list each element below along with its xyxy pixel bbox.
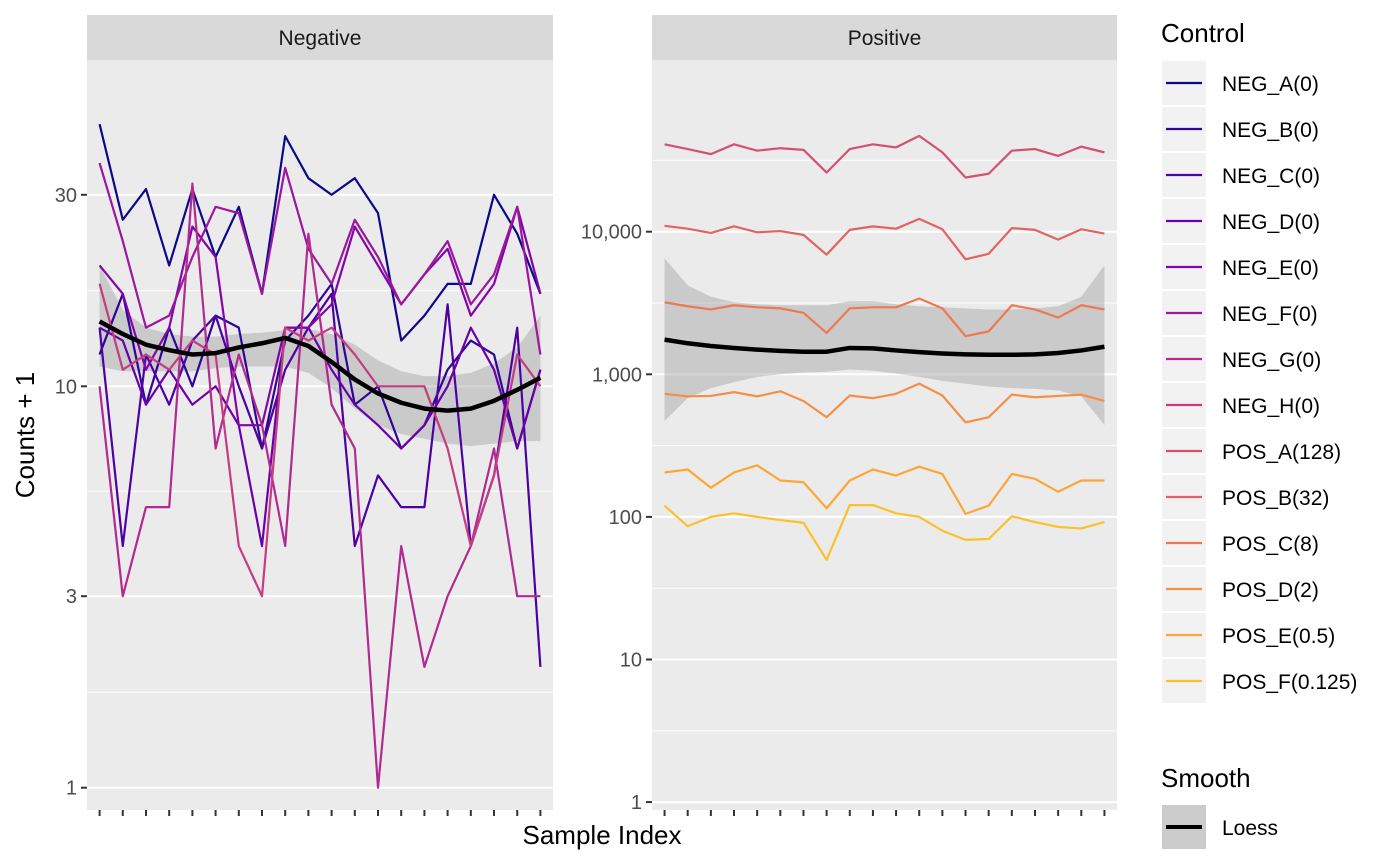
- panel-positive: Positive 1 10 100 1,000 10,000: [581, 15, 1117, 816]
- panel-negative-x-axis: [98, 810, 542, 816]
- series-line-pos-c-8: [664, 297, 1105, 338]
- panel-positive-background: [652, 60, 1117, 810]
- legend-label-neg-d-0: NEG_D(0): [1222, 211, 1320, 234]
- legend-label-neg-a-0: NEG_A(0): [1222, 73, 1319, 96]
- positive-y-tick-label: 1,000: [592, 364, 642, 386]
- smooth-legend-title: Smooth: [1161, 763, 1251, 793]
- positive-y-tick-label: 10: [620, 649, 642, 671]
- legend-label-pos-d-2: POS_D(2): [1222, 579, 1319, 602]
- legend-label-neg-h-0: NEG_H(0): [1222, 395, 1320, 418]
- panel-positive-x-axis: [663, 810, 1106, 816]
- panel-negative-smooth-line: [98, 319, 542, 413]
- negative-y-tick-label: 1: [66, 778, 77, 800]
- series-line-neg-g-0: [98, 182, 541, 789]
- legend-label-neg-c-0: NEG_C(0): [1222, 165, 1320, 188]
- panel-negative-background: [87, 60, 553, 810]
- panel-positive-minor-grid: [652, 159, 1117, 732]
- panel-negative-y-axis: 1 3 10 30: [55, 185, 87, 800]
- negative-loess-line: [98, 319, 542, 413]
- panel-positive-strip: [652, 15, 1117, 60]
- positive-y-tick-label: 10,000: [581, 222, 642, 244]
- series-line-neg-a-0: [98, 123, 542, 342]
- smooth-legend-label: Loess: [1222, 817, 1278, 840]
- legend-label-neg-e-0: NEG_E(0): [1222, 257, 1319, 280]
- positive-y-tick-label: 1: [631, 792, 642, 814]
- panel-negative-lines: [98, 123, 542, 789]
- panel-negative-title: Negative: [279, 27, 362, 50]
- panel-positive-y-axis: 1 10 100 1,000 10,000: [581, 222, 652, 814]
- negative-y-tick-label: 30: [55, 185, 77, 207]
- x-axis-title: Sample Index: [523, 820, 682, 850]
- series-line-pos-b-32: [664, 217, 1105, 261]
- series-line-pos-e-0-5: [664, 464, 1105, 515]
- legend-label-pos-f-0-125: POS_F(0.125): [1222, 671, 1357, 694]
- panel-negative-strip: [87, 15, 553, 60]
- panel-negative: Negative 1 3 10 30: [55, 15, 553, 816]
- positive-loess-line: [664, 337, 1105, 358]
- panel-positive-lines: [663, 134, 1105, 561]
- negative-y-tick-label: 10: [55, 376, 77, 398]
- series-line-neg-b-0: [98, 282, 542, 450]
- legend-label-pos-e-0-5: POS_E(0.5): [1222, 625, 1335, 648]
- panel-negative-major-grid: [87, 193, 553, 789]
- positive-confidence-band: [664, 258, 1105, 426]
- series-line-pos-a-128: [664, 134, 1105, 179]
- legend-items: NEG_A(0) NEG_B(0) NEG_C(0) NEG_D(0) NEG_E(0)…: [1162, 61, 1357, 703]
- series-line-neg-c-0: [98, 292, 542, 667]
- legend-label-neg-f-0: NEG_F(0): [1222, 303, 1318, 326]
- legend-label-pos-c-8: POS_C(8): [1222, 533, 1319, 556]
- panel-positive-title: Positive: [848, 27, 922, 50]
- panel-positive-smooth-line: [664, 337, 1105, 358]
- y-axis-title: Counts + 1: [10, 372, 40, 498]
- legend-label-pos-a-128: POS_A(128): [1222, 441, 1341, 464]
- legend-label-neg-b-0: NEG_B(0): [1222, 119, 1319, 142]
- legend-title: Control: [1161, 18, 1245, 48]
- legend: Control NEG_A(0) NEG_B(0) NEG_C(0) NEG_D(0)…: [1161, 18, 1357, 849]
- negative-y-tick-label: 3: [66, 586, 77, 608]
- series-line-neg-f-0: [98, 162, 542, 355]
- legend-label-neg-g-0: NEG_G(0): [1222, 349, 1321, 372]
- series-line-neg-d-0: [99, 326, 542, 548]
- positive-y-tick-label: 100: [609, 507, 642, 529]
- panel-positive-smooth-band: [664, 258, 1105, 426]
- series-line-neg-h-0: [98, 283, 542, 598]
- series-line-pos-d-2: [664, 382, 1105, 424]
- series-line-pos-f-0-125: [663, 503, 1105, 561]
- legend-label-pos-b-32: POS_B(32): [1222, 487, 1329, 510]
- panel-negative-minor-grid: [87, 290, 553, 693]
